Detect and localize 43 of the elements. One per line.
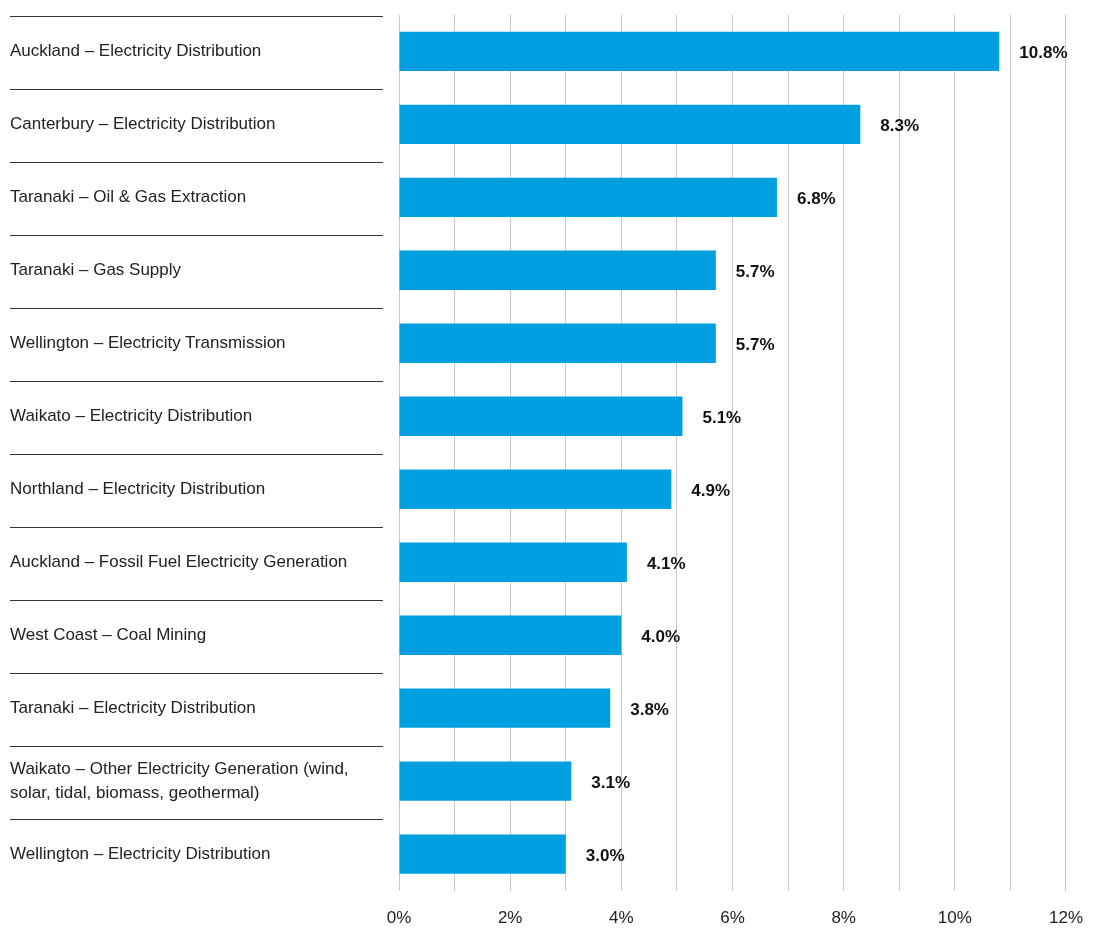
x-tick-label: 0% (386, 908, 412, 928)
bar (399, 542, 627, 582)
x-tick-label: 10% (937, 908, 972, 928)
bar (399, 615, 622, 655)
bar (399, 469, 672, 509)
y-tick-label: Canterbury – Electricity Distribution (10, 114, 276, 134)
bar (399, 688, 611, 728)
data-label: 8.3% (880, 116, 920, 136)
data-label: 4.1% (646, 553, 686, 573)
y-tick-label: Taranaki – Electricity Distribution (10, 697, 256, 717)
x-tick-label: 12% (1048, 908, 1083, 928)
x-tick-label: 4% (609, 908, 634, 928)
data-label: 4.9% (691, 480, 731, 500)
data-label: 3.1% (591, 772, 631, 792)
bar (399, 834, 566, 874)
y-tick-label: Northland – Electricity Distribution (10, 478, 266, 498)
y-tick-label: West Coast – Coal Mining (10, 624, 207, 644)
y-tick-label: Auckland – Fossil Fuel Electricity Generation (10, 551, 348, 571)
data-label: 3.0% (585, 845, 625, 865)
bar (399, 31, 1000, 72)
data-label: 5.1% (702, 407, 742, 427)
data-label: 3.8% (630, 699, 669, 719)
x-tick-label: 2% (497, 908, 523, 928)
y-tick-label: Taranaki – Oil & Gas Extraction (10, 187, 247, 207)
bar (399, 323, 716, 363)
bar (399, 396, 683, 436)
y-tick-label: Waikato – Electricity Distribution (10, 405, 253, 425)
data-label: 5.7% (735, 262, 775, 281)
data-label: 10.8% (1019, 43, 1068, 63)
bar (399, 104, 861, 145)
data-label: 5.7% (735, 334, 775, 354)
y-tick-label: Wellington – Electricity Distribution (10, 843, 271, 863)
data-label: 4.0% (641, 626, 681, 646)
bar (399, 761, 572, 801)
x-tick-label: 6% (720, 908, 745, 928)
y-tick-label: Auckland – Electricity Distribution (10, 41, 262, 61)
bar (399, 250, 716, 291)
y-tick-label: Wellington – Electricity Transmission (10, 332, 286, 352)
data-label: 6.8% (796, 189, 836, 209)
y-tick-label: Taranaki – Gas Supply (10, 260, 182, 279)
bar (399, 177, 777, 218)
y-tick-label: Waikato – Other Electricity Generation (wind, solar, tidal, biomass, geothermal) (10, 758, 349, 802)
x-tick-label: 8% (831, 908, 856, 928)
